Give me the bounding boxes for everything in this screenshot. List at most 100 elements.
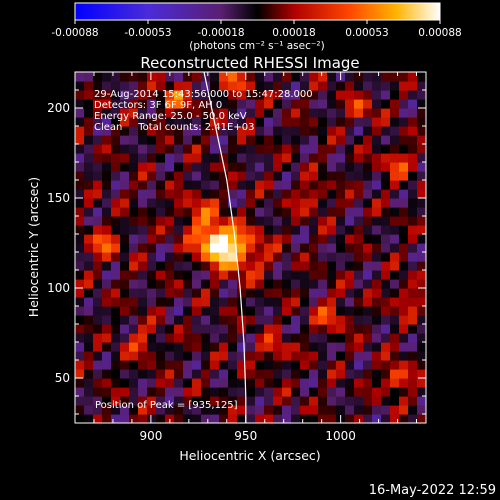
heatmap-cell — [390, 261, 400, 271]
colorbar-tick-label: 0.00018 — [272, 27, 315, 39]
heatmap-cell — [138, 144, 148, 154]
heatmap-cell — [255, 297, 265, 307]
heatmap-cell — [201, 171, 211, 181]
heatmap-cell — [372, 207, 382, 217]
heatmap-cell — [102, 333, 112, 343]
heatmap-cell — [156, 288, 166, 298]
heatmap-cell — [309, 306, 319, 316]
heatmap-cell — [75, 72, 85, 82]
heatmap-cell — [165, 396, 175, 406]
heatmap-cell — [318, 360, 328, 370]
heatmap-cell — [264, 279, 274, 289]
heatmap-cell — [174, 198, 184, 208]
heatmap-cell — [156, 396, 166, 406]
heatmap-cell — [291, 126, 301, 136]
heatmap-cell — [417, 387, 426, 397]
heatmap-cell — [174, 288, 184, 298]
heatmap-cell — [264, 171, 274, 181]
heatmap-cell — [318, 396, 328, 406]
heatmap-cell — [129, 414, 139, 423]
heatmap-cell — [219, 180, 229, 190]
heatmap-cell — [219, 351, 229, 361]
heatmap-cell — [246, 243, 256, 253]
heatmap-cell — [399, 369, 409, 379]
heatmap-cell — [93, 252, 103, 262]
heatmap-cell — [354, 180, 364, 190]
heatmap-cell — [228, 180, 238, 190]
heatmap-cell — [75, 324, 85, 334]
heatmap-cell — [300, 297, 310, 307]
heatmap-cell — [102, 261, 112, 271]
heatmap-cell — [381, 342, 391, 352]
heatmap-cell — [237, 378, 247, 388]
heatmap-cell — [381, 243, 391, 253]
heatmap-cell — [129, 279, 139, 289]
heatmap-cell — [417, 333, 426, 343]
heatmap-cell — [93, 81, 103, 91]
heatmap-cell — [327, 81, 337, 91]
heatmap-cell — [111, 378, 121, 388]
heatmap-cell — [84, 252, 94, 262]
heatmap-cell — [183, 99, 193, 109]
heatmap-cell — [138, 126, 148, 136]
heatmap-cell — [120, 162, 130, 172]
heatmap-cell — [273, 279, 283, 289]
heatmap-cell — [210, 198, 220, 208]
heatmap-cell — [390, 414, 400, 423]
heatmap-cell — [183, 153, 193, 163]
heatmap-cell — [246, 189, 256, 199]
heatmap-cell — [210, 288, 220, 298]
heatmap-cell — [228, 90, 238, 100]
heatmap-cell — [120, 99, 130, 109]
heatmap-cell — [93, 180, 103, 190]
heatmap-cell — [318, 198, 328, 208]
heatmap-cell — [228, 315, 238, 325]
heatmap-cell — [219, 189, 229, 199]
heatmap-cell — [327, 351, 337, 361]
heatmap-cell — [408, 333, 418, 343]
footer-timestamp: 16-May-2022 12:59 — [369, 483, 496, 498]
heatmap-cell — [318, 270, 328, 280]
heatmap-cell — [345, 324, 355, 334]
heatmap-cell — [84, 315, 94, 325]
heatmap-cell — [228, 234, 238, 244]
heatmap-cell — [192, 225, 202, 235]
heatmap-cell — [255, 252, 265, 262]
heatmap-cell — [399, 117, 409, 127]
heatmap-cell — [300, 405, 310, 415]
heatmap-cell — [381, 378, 391, 388]
heatmap-cell — [354, 117, 364, 127]
heatmap-cell — [129, 261, 139, 271]
heatmap-cell — [174, 180, 184, 190]
heatmap-cell — [264, 117, 274, 127]
heatmap-cell — [318, 180, 328, 190]
heatmap-cell — [147, 126, 157, 136]
heatmap-cell — [102, 189, 112, 199]
heatmap-cell — [129, 297, 139, 307]
heatmap-cell — [102, 243, 112, 253]
heatmap-cell — [408, 180, 418, 190]
heatmap-cell — [120, 351, 130, 361]
heatmap-cell — [138, 72, 148, 82]
heatmap-cell — [372, 333, 382, 343]
heatmap-cell — [237, 198, 247, 208]
heatmap-cell — [246, 306, 256, 316]
heatmap-cell — [228, 306, 238, 316]
heatmap-cell — [75, 144, 85, 154]
heatmap-cell — [291, 99, 301, 109]
heatmap-cell — [174, 135, 184, 145]
heatmap-cell — [237, 117, 247, 127]
heatmap-cell — [192, 207, 202, 217]
heatmap-cell — [84, 189, 94, 199]
heatmap-cell — [255, 279, 265, 289]
heatmap-cell — [399, 288, 409, 298]
heatmap-cell — [291, 261, 301, 271]
heatmap-cell — [201, 378, 211, 388]
heatmap-cell — [75, 288, 85, 298]
heatmap-cell — [120, 324, 130, 334]
heatmap-cell — [255, 270, 265, 280]
heatmap-cell — [363, 216, 373, 226]
heatmap-cell — [120, 396, 130, 406]
heatmap-cell — [390, 189, 400, 199]
heatmap-cell — [228, 351, 238, 361]
